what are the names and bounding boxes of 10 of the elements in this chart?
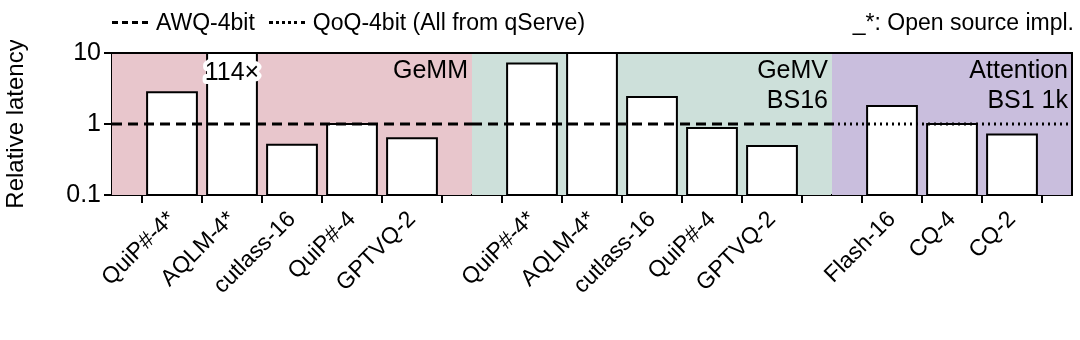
legend-label: AWQ-4bit (156, 8, 255, 36)
y-tick-label: 0.1 (66, 178, 101, 207)
y-axis-title: Relative latency (1, 39, 29, 209)
text: _*: Open source impl. (852, 8, 1074, 36)
y-tick-label: 10 (73, 36, 101, 65)
band-label: GeMV BS16 (757, 55, 829, 114)
y-tick-label: 1 (87, 107, 101, 136)
legend-label: QoQ-4bit (All from qServe) (312, 8, 586, 36)
band-label: GeMM (393, 55, 468, 84)
band-label: Attention BS1 1k (969, 55, 1069, 114)
